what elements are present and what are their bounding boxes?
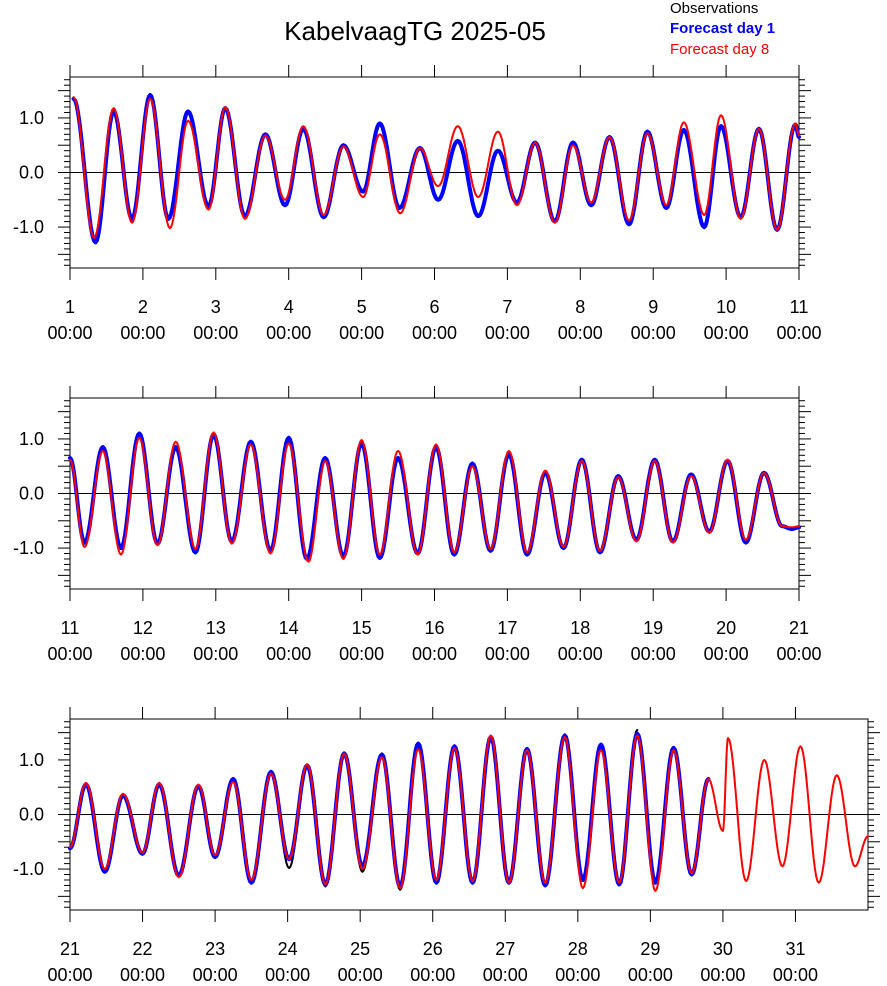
y-tick-label: 0.0 [19,163,44,183]
x-tick-label-day: 27 [495,939,515,959]
x-tick-label-day: 4 [284,297,294,317]
x-tick-label-day: 18 [570,618,590,638]
x-tick-label-time: 00:00 [266,323,311,343]
x-tick-label-time: 00:00 [628,965,673,985]
x-tick-label-time: 00:00 [700,965,745,985]
x-tick-label-time: 00:00 [120,644,165,664]
panel-1: 1.0 0.0 -1.0 1 00:00 2 00:00 3 00:00 4 00:00 5 00:00… [13,65,822,343]
x-tick-label-time: 00:00 [47,965,92,985]
x-tick-label-time: 00:00 [631,644,676,664]
x-tick-label-day: 25 [350,939,370,959]
y-tick-label: -1.0 [13,538,44,558]
x-tick-label-time: 00:00 [120,323,165,343]
series-forecast-day-8-line [69,734,869,892]
x-tick-label-time: 00:00 [558,644,603,664]
x-tick-label-day: 11 [790,297,809,317]
series-forecast-day-1-line [71,93,801,245]
x-tick-label-time: 00:00 [704,644,749,664]
x-tick-label-day: 14 [279,618,299,638]
x-tick-label-time: 00:00 [265,965,310,985]
x-tick-label-time: 00:00 [412,323,457,343]
legend: Observations Forecast day 1 Forecast day… [670,0,775,58]
y-tick-label: 1.0 [19,429,44,449]
y-tick-label: 1.0 [19,750,44,770]
x-tick-label-time: 00:00 [339,323,384,343]
x-tick-label-time: 00:00 [485,323,530,343]
x-tick-label-time: 00:00 [120,965,165,985]
x-tick-label-day: 3 [211,297,221,317]
x-tick-label-time: 00:00 [47,323,92,343]
series-forecast-day-8-line [72,96,800,239]
x-tick-label-day: 15 [352,618,372,638]
x-tick-label-time: 00:00 [266,644,311,664]
x-tick-label-time: 00:00 [193,323,238,343]
x-tick-label-time: 00:00 [338,965,383,985]
chart-title: KabelvaagTG 2025-05 [284,16,546,46]
y-tick-label: 1.0 [19,108,44,128]
x-tick-label-time: 00:00 [485,644,530,664]
x-tick-label-day: 13 [206,618,226,638]
x-tick-label-day: 12 [133,618,153,638]
series-observations-line [72,94,800,244]
panel-3: 1.0 0.0 -1.0 21 00:00 22 00:00 23 00:00 24 00:00 25… [13,707,880,985]
x-tick-label-day: 20 [716,618,736,638]
x-tick-label-day: 8 [575,297,585,317]
x-tick-label-day: 6 [429,297,439,317]
x-tick-label-day: 21 [60,939,80,959]
x-tick-label-day: 30 [713,939,733,959]
x-tick-label-day: 24 [278,939,298,959]
x-tick-label-time: 00:00 [339,644,384,664]
x-tick-label-day: 26 [423,939,443,959]
x-tick-label-time: 00:00 [776,644,821,664]
x-tick-label-time: 00:00 [410,965,455,985]
x-tick-label-day: 9 [648,297,658,317]
x-tick-label-day: 17 [497,618,517,638]
x-tick-label-time: 00:00 [47,644,92,664]
x-tick-label-day: 16 [424,618,444,638]
x-tick-label-day: 5 [357,297,367,317]
x-tick-label-time: 00:00 [631,323,676,343]
x-tick-label-day: 11 [61,618,80,638]
x-tick-label-time: 00:00 [773,965,818,985]
x-tick-label-day: 19 [643,618,663,638]
x-tick-label-day: 2 [138,297,148,317]
x-tick-label-day: 7 [502,297,512,317]
legend-forecast-day-1: Forecast day 1 [670,20,775,37]
series-forecast-day-8-line [69,431,800,563]
y-tick-label: -1.0 [13,859,44,879]
x-tick-label-day: 23 [205,939,225,959]
x-tick-label-day: 1 [65,297,75,317]
x-tick-label-time: 00:00 [193,644,238,664]
x-tick-label-day: 31 [785,939,805,959]
legend-forecast-day-8: Forecast day 8 [670,41,769,58]
x-tick-label-time: 00:00 [412,644,457,664]
x-tick-label-time: 00:00 [193,965,238,985]
y-tick-label: -1.0 [13,217,44,237]
x-tick-label-day: 22 [133,939,153,959]
x-tick-label-day: 21 [789,618,809,638]
x-tick-label-time: 00:00 [483,965,528,985]
x-tick-label-day: 28 [568,939,588,959]
x-tick-label-time: 00:00 [704,323,749,343]
y-tick-label: 0.0 [19,484,44,504]
legend-observations: Observations [670,0,758,17]
panel-2: 1.0 0.0 -1.0 11 00:00 12 00:00 13 00:00 14 00:00 15… [13,386,822,664]
x-tick-label-day: 10 [716,297,736,317]
y-tick-label: 0.0 [19,805,44,825]
x-tick-label-day: 29 [640,939,660,959]
x-tick-label-time: 00:00 [555,965,600,985]
x-tick-label-time: 00:00 [558,323,603,343]
x-tick-label-time: 00:00 [776,323,821,343]
